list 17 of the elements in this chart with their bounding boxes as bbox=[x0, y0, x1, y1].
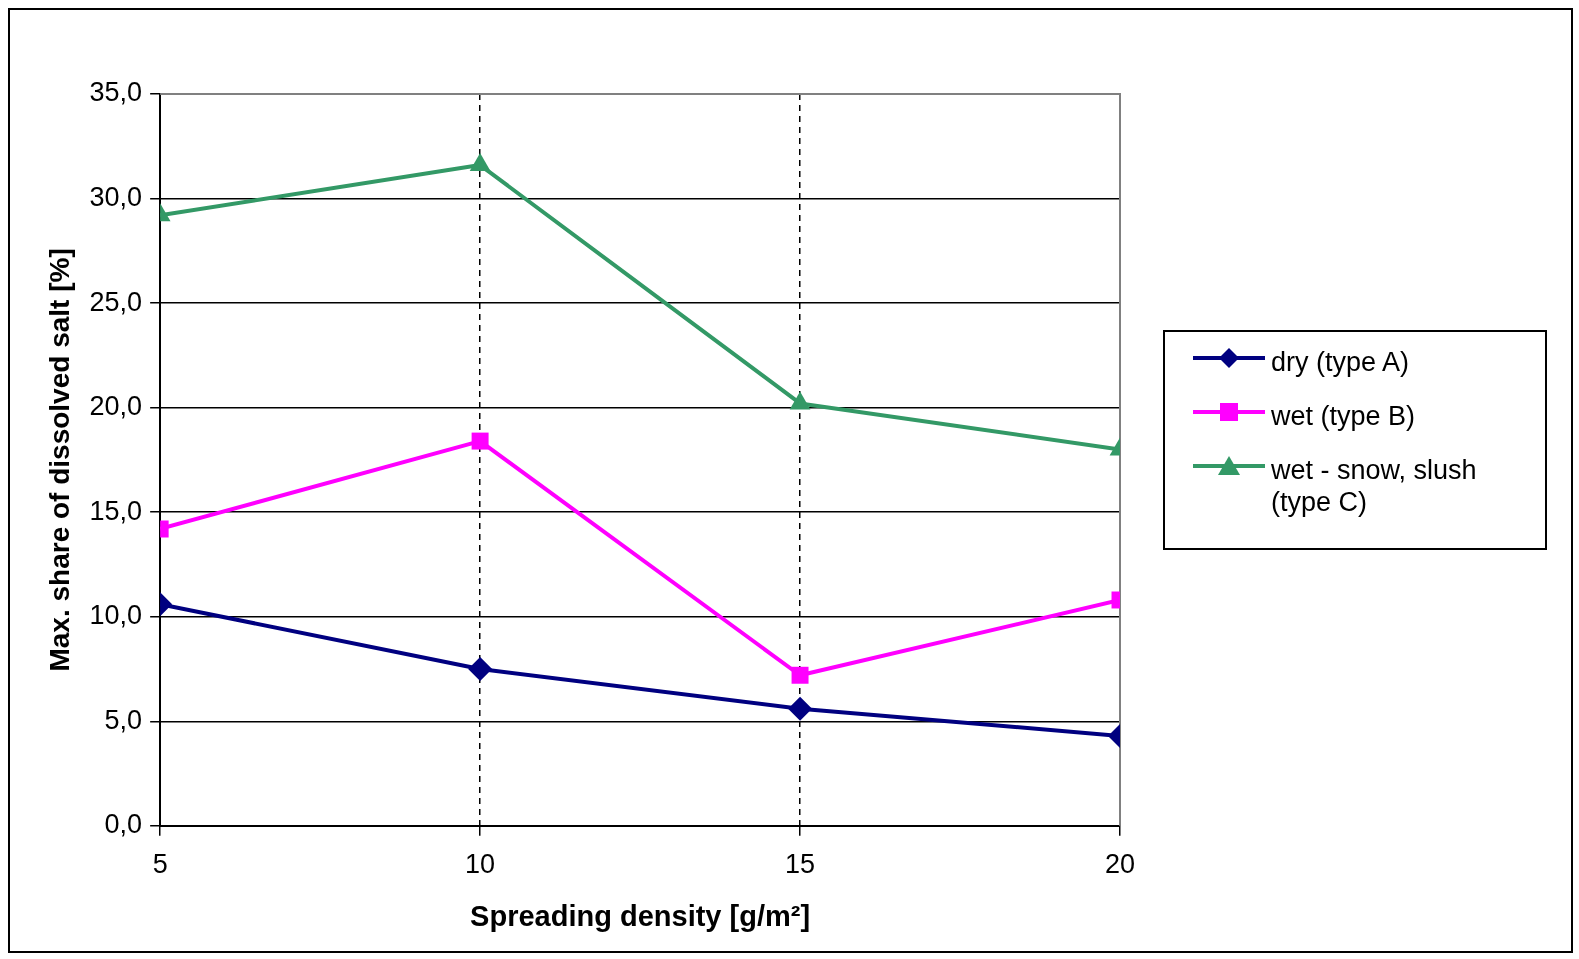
x-tick-label: 10 bbox=[465, 849, 496, 880]
y-tick-label: 25,0 bbox=[89, 286, 143, 317]
y-tick-label: 20,0 bbox=[89, 391, 143, 422]
y-tick-label: 10,0 bbox=[89, 600, 143, 631]
legend-label: dry (type A) bbox=[1271, 346, 1411, 378]
legend-label: wet - snow, slush (type C) bbox=[1271, 454, 1478, 518]
y-tick-label: 0,0 bbox=[104, 809, 143, 840]
x-tick-label: 5 bbox=[152, 849, 168, 880]
y-tick-label: 35,0 bbox=[89, 77, 143, 108]
x-tick-label: 15 bbox=[785, 849, 816, 880]
y-axis-title: Max. share of dissolved salt [%] bbox=[43, 248, 75, 672]
y-tick-label: 5,0 bbox=[104, 704, 143, 735]
x-tick-label: 20 bbox=[1104, 849, 1136, 880]
y-tick-label: 15,0 bbox=[89, 495, 143, 526]
x-axis-title: Spreading density [g/m²] bbox=[470, 899, 811, 932]
legend-label: wet (type B) bbox=[1271, 400, 1417, 432]
y-tick-label: 30,0 bbox=[89, 182, 143, 212]
